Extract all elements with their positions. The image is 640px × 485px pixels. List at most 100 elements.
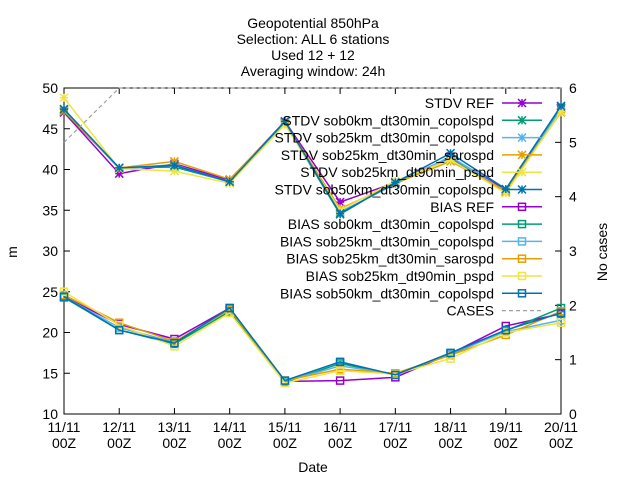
data-point — [169, 166, 179, 176]
chart-title-line: Averaging window: 24h — [241, 63, 386, 79]
legend-marker — [517, 237, 527, 246]
legend-marker — [517, 184, 527, 195]
data-point — [114, 163, 124, 173]
legend-label: STDV sob0km_dt30min_copolspd — [282, 112, 494, 128]
y2-tick-label: 2 — [569, 297, 577, 313]
x-tick-label: 19/11 00Z — [489, 419, 523, 451]
data-point — [114, 169, 124, 179]
data-point — [446, 155, 456, 165]
series-group — [59, 87, 566, 388]
data-point — [446, 354, 455, 363]
chart-title-line: Selection: ALL 6 stations — [237, 31, 390, 47]
data-point — [556, 318, 566, 327]
y2-tick-label: 0 — [569, 406, 577, 422]
y2-tick-label: 3 — [569, 243, 577, 259]
legend-label: CASES — [447, 303, 494, 319]
legend-marker — [517, 271, 527, 281]
data-point — [391, 370, 400, 380]
series-5 — [59, 101, 566, 219]
series-line — [63, 291, 562, 384]
x-tick-label: 14/11 00Z — [213, 419, 247, 451]
data-point — [225, 177, 235, 187]
y-tick-label: 40 — [42, 162, 58, 178]
data-point — [335, 366, 345, 376]
legend-marker — [517, 202, 527, 212]
legend-label: STDV sob25km_dt90min_pspd — [300, 164, 494, 180]
x-tick-label: 13/11 00Z — [157, 419, 191, 451]
x-tick-label: 11/11 00Z — [48, 419, 81, 451]
x-tick-label: 12/11 00Z — [102, 419, 136, 451]
data-point — [169, 160, 179, 170]
legend-label: STDV sob25km_dt30min_sarospd — [281, 147, 494, 163]
legend-marker — [517, 115, 527, 125]
data-point — [59, 104, 69, 114]
legend-marker — [517, 150, 527, 160]
data-point — [335, 197, 345, 207]
y-tick-label: 30 — [42, 243, 58, 259]
y-axis-label: m — [4, 246, 20, 258]
y-tick-label: 15 — [42, 365, 58, 381]
data-point — [556, 107, 566, 117]
x-axis-label: Date — [298, 459, 328, 475]
data-point — [280, 116, 290, 126]
series-11 — [59, 292, 566, 385]
legend-marker — [517, 254, 527, 263]
data-point — [225, 303, 234, 313]
legend-label: STDV sob50km_dt30min_copolspd — [275, 182, 494, 198]
x-tick-label: 17/11 00Z — [378, 419, 412, 451]
y2-tick-label: 4 — [569, 189, 577, 205]
series-line — [63, 295, 562, 383]
data-point — [335, 208, 345, 219]
y2-tick-label: 5 — [569, 134, 577, 150]
chart-title-line: Used 12 + 12 — [271, 47, 355, 63]
legend-label: BIAS sob0km_dt30min_copolspd — [288, 216, 494, 232]
y-tick-label: 45 — [42, 121, 58, 137]
x-tick-label: 20/11 00Z — [544, 419, 578, 451]
chart-title-line: Geopotential 850hPa — [247, 15, 379, 31]
legend-marker — [517, 133, 527, 143]
data-point — [114, 325, 124, 335]
series-12 — [63, 87, 561, 143]
data-point — [59, 93, 69, 103]
legend-label: BIAS sob50km_dt30min_copolspd — [280, 285, 494, 301]
data-point — [390, 178, 400, 188]
legend-marker — [517, 167, 527, 177]
legend-marker — [517, 98, 527, 108]
y-tick-label: 35 — [42, 202, 58, 218]
data-point — [446, 348, 455, 358]
y2-tick-label: 1 — [569, 352, 577, 368]
data-point — [169, 156, 179, 166]
legend-label: BIAS sob25km_dt90min_pspd — [306, 268, 494, 284]
data-point — [446, 148, 456, 158]
data-point — [114, 320, 124, 330]
legend-marker — [517, 219, 527, 229]
y-tick-label: 20 — [42, 325, 58, 341]
data-point — [280, 376, 290, 385]
series-line — [63, 295, 562, 382]
data-point — [335, 357, 345, 367]
legend-label: BIAS sob25km_dt30min_copolspd — [280, 233, 494, 249]
series-line — [63, 105, 562, 215]
x-tick-label: 16/11 00Z — [323, 419, 357, 451]
data-point — [556, 308, 566, 318]
data-point — [556, 101, 566, 111]
y-tick-label: 10 — [42, 406, 58, 422]
y-tick-label: 50 — [42, 80, 58, 96]
data-point — [59, 292, 69, 301]
legend-marker — [517, 289, 527, 298]
y2-tick-label: 6 — [569, 80, 577, 96]
legend-label: BIAS REF — [430, 199, 494, 215]
series-line — [63, 87, 561, 143]
x-tick-label: 15/11 00Z — [268, 419, 302, 451]
data-point — [59, 287, 69, 296]
legend-label: STDV sob25km_dt30min_copolspd — [275, 130, 494, 146]
data-point — [501, 325, 511, 335]
legend-label: BIAS sob25km_dt30min_sarospd — [286, 251, 494, 267]
y-tick-label: 25 — [42, 284, 58, 300]
data-point — [335, 376, 345, 385]
